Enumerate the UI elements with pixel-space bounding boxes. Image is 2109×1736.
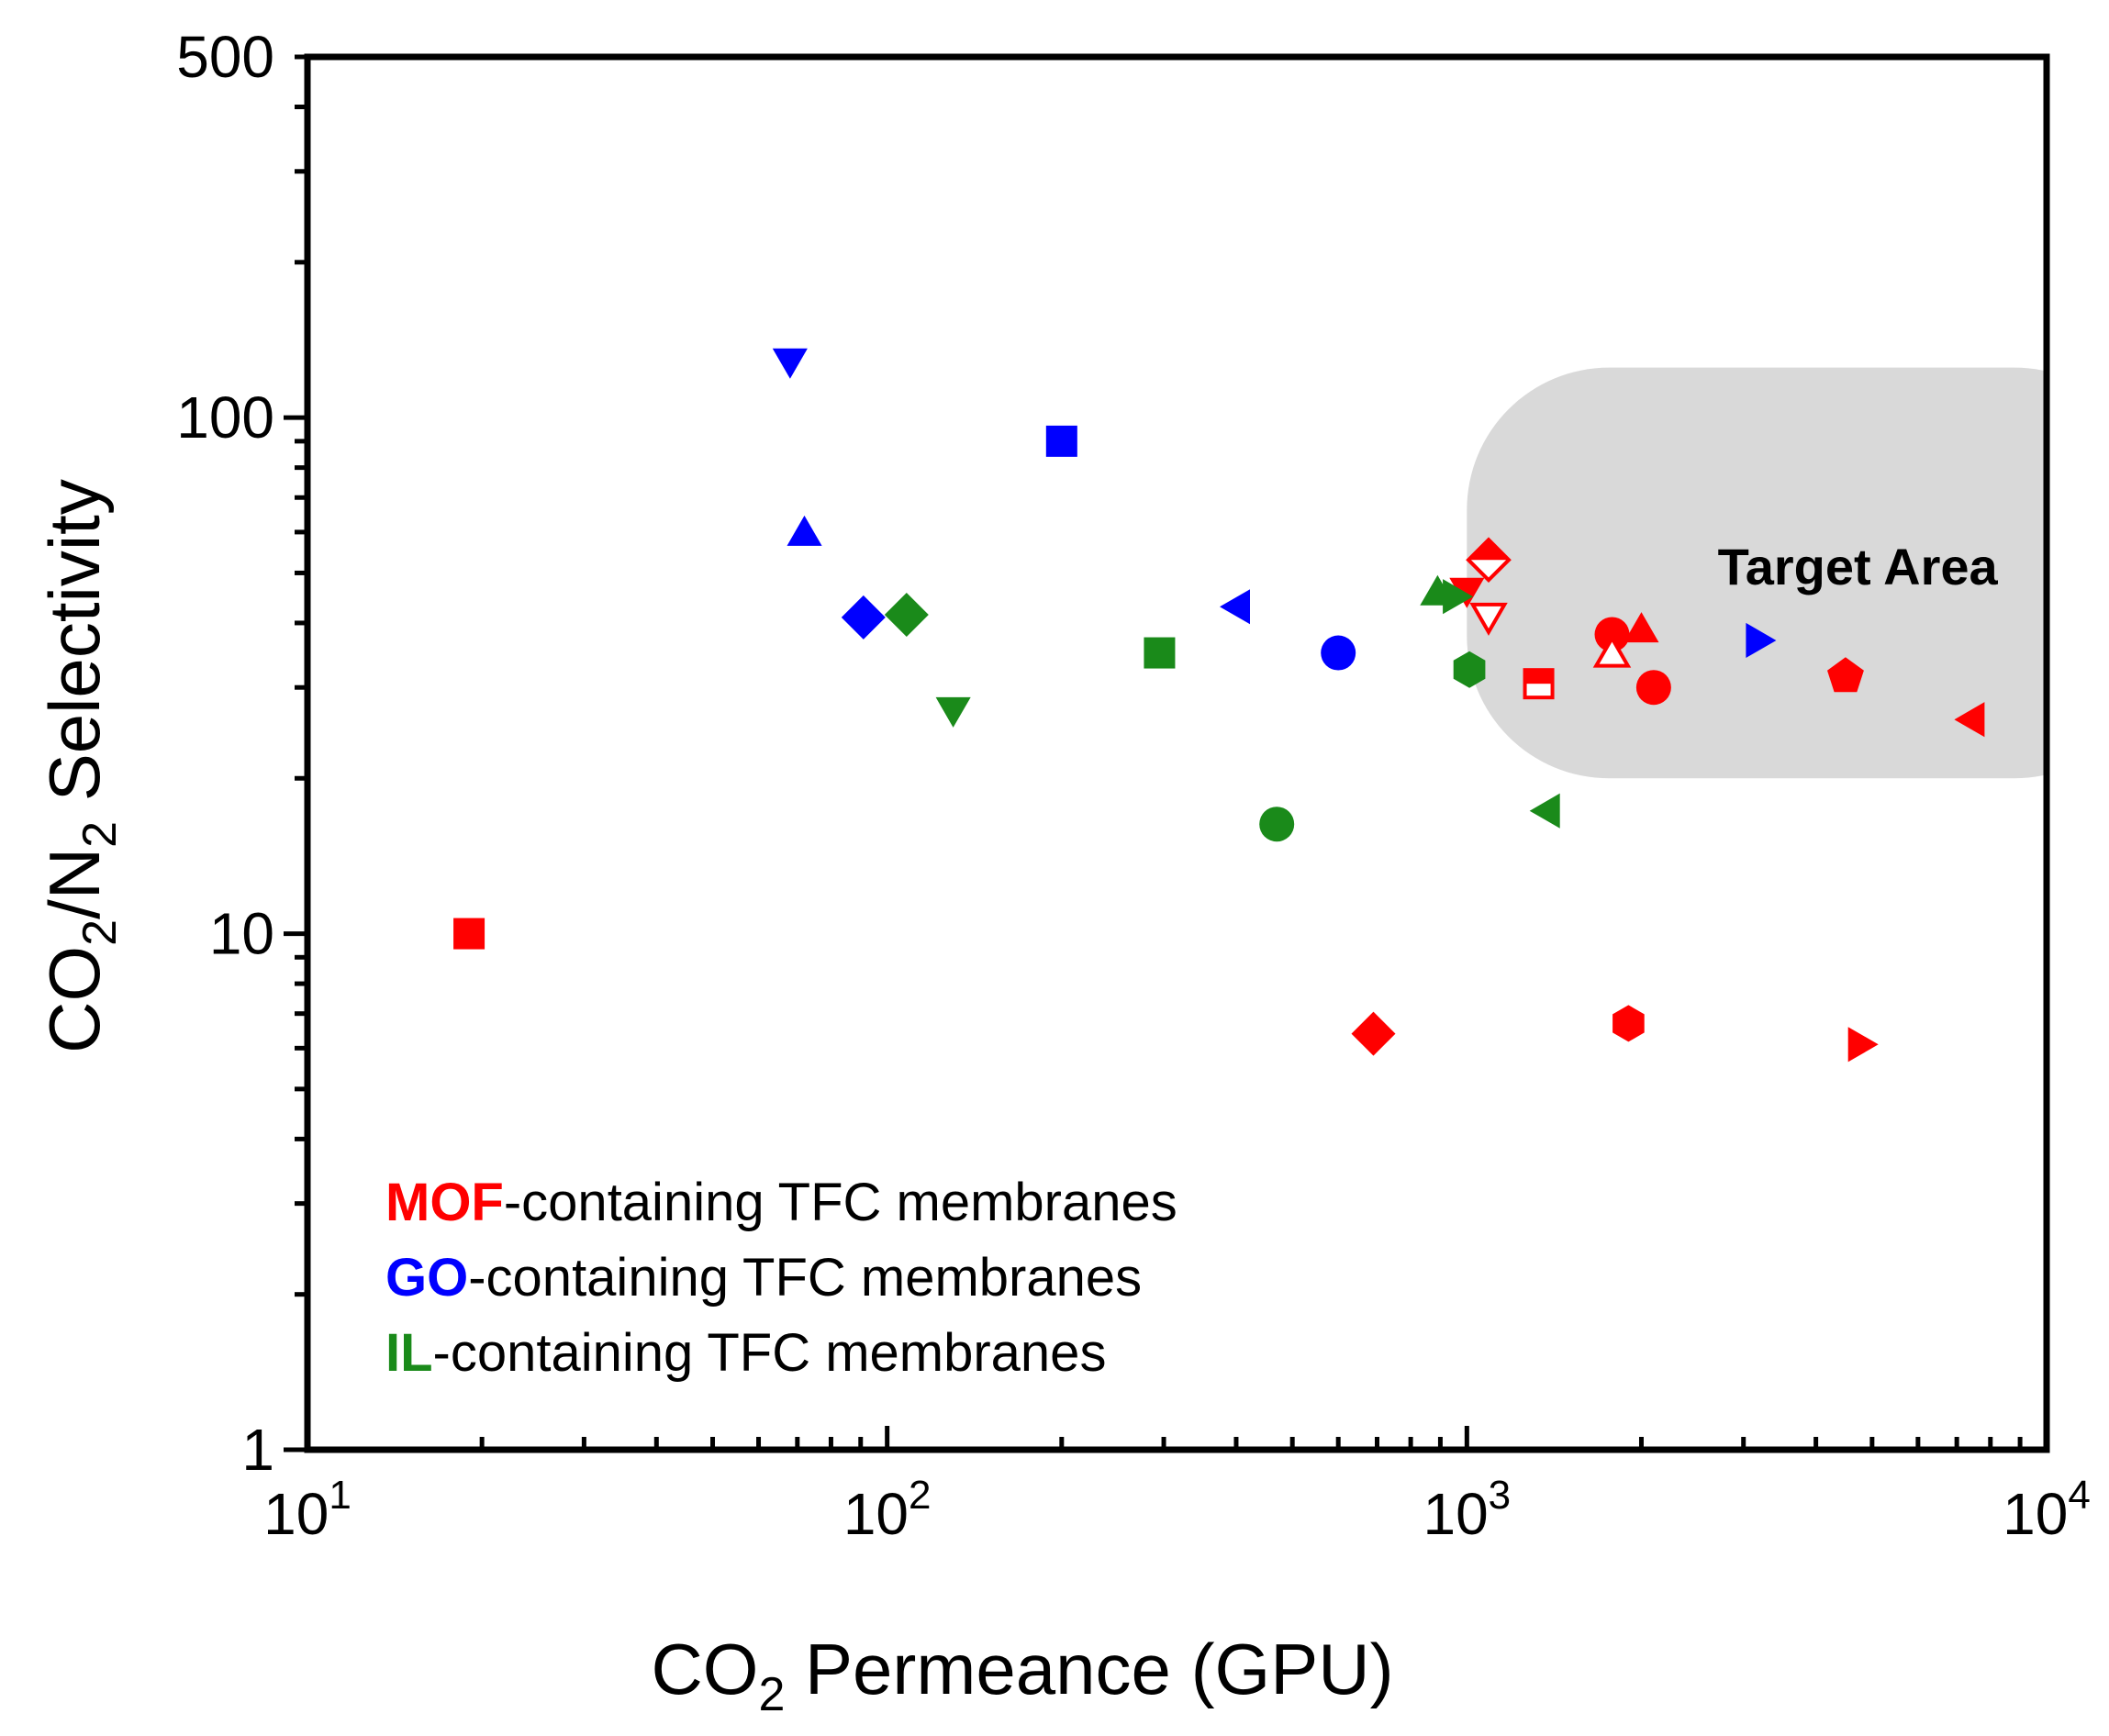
target-area — [1467, 367, 2047, 779]
x-tick-label-exp: 1 — [329, 1473, 351, 1518]
y-axis-title-p1: CO — [34, 946, 115, 1053]
x-axis-title-sub: 2 — [758, 1668, 785, 1721]
legend-entry-il: IL-containing TFC membranes — [385, 1323, 1106, 1383]
legend: MOF-containing TFC membranes GO-containi… — [385, 1173, 1177, 1383]
data-point-triangle-down — [935, 696, 971, 728]
y-axis-title-s1: 2 — [73, 919, 127, 946]
x-tick-label-base: 10 — [2003, 1481, 2068, 1547]
y-axis-title-p2: /N — [34, 848, 115, 919]
legend-text-mof: -containing TFC membranes — [504, 1173, 1177, 1232]
x-tick-label-base: 10 — [263, 1481, 329, 1547]
data-point-triangle-up — [1624, 612, 1659, 643]
y-tick-label: 1 — [241, 1417, 274, 1483]
data-points — [453, 348, 1985, 1063]
legend-entry-go: GO-containing TFC membranes — [385, 1248, 1142, 1308]
data-point-triangle-right — [1443, 579, 1474, 615]
y-tick-label: 500 — [176, 24, 274, 90]
data-point-circle — [1259, 807, 1295, 842]
data-point-triangle-down-open — [1469, 602, 1508, 636]
data-point-diamond — [884, 593, 929, 637]
data-point-diamond-half — [1466, 537, 1512, 584]
legend-key-il: IL — [385, 1323, 433, 1383]
data-point-triangle-right — [1847, 1027, 1879, 1063]
data-point-triangle-left — [1220, 589, 1250, 625]
x-tick-label-base: 10 — [843, 1481, 909, 1547]
data-point-diamond — [841, 595, 886, 640]
x-axis-title-base: CO — [651, 1629, 758, 1709]
data-point-triangle-left — [1954, 702, 1985, 738]
data-point-triangle-right — [1746, 622, 1777, 658]
legend-text-il: -containing TFC membranes — [433, 1323, 1107, 1383]
x-axis-title: CO2 Permeance (GPU) — [651, 1629, 1393, 1721]
x-tick-label: 102 — [843, 1473, 932, 1547]
x-tick-label-exp: 3 — [1489, 1473, 1511, 1518]
data-point-circle — [1321, 635, 1356, 671]
data-point-triangle-down — [772, 348, 808, 379]
target-area-label: Target Area — [1718, 538, 1999, 595]
x-tick-label: 103 — [1423, 1473, 1511, 1547]
data-point-diamond — [1351, 1011, 1396, 1056]
legend-key-mof: MOF — [385, 1173, 504, 1232]
data-point-square — [453, 918, 485, 950]
x-tick-label-exp: 2 — [909, 1473, 931, 1518]
plot-frame — [304, 53, 2050, 1453]
x-tick-label-base: 10 — [1423, 1481, 1488, 1547]
y-tick-label: 100 — [176, 384, 274, 451]
data-point-triangle-up-open — [1592, 634, 1632, 668]
x-axis-title-rest: Permeance (GPU) — [785, 1629, 1393, 1709]
y-axis-title: CO2/N2 Selectivity — [34, 479, 127, 1053]
data-point-square — [1144, 637, 1176, 669]
x-tick-label: 104 — [2003, 1473, 2091, 1547]
data-point-circle — [1594, 617, 1630, 652]
y-axis-title-p3: Selectivity — [34, 479, 115, 821]
data-point-square-half — [1523, 668, 1555, 700]
legend-text-go: -containing TFC membranes — [468, 1248, 1142, 1308]
legend-key-go: GO — [385, 1248, 468, 1308]
data-point-pentagon — [1827, 657, 1864, 693]
y-axis-title-s2: 2 — [73, 821, 127, 848]
data-point-hexagon — [1612, 1005, 1645, 1042]
legend-entry-mof: MOF-containing TFC membranes — [385, 1173, 1177, 1232]
x-tick-label-exp: 4 — [2068, 1473, 2090, 1518]
data-point-square — [1045, 425, 1077, 457]
x-tick-label: 101 — [263, 1473, 352, 1547]
data-point-triangle-left — [1529, 793, 1560, 829]
data-point-circle — [1635, 670, 1671, 706]
y-tick-label: 10 — [209, 901, 274, 967]
data-point-hexagon — [1453, 651, 1486, 688]
data-point-triangle-up — [787, 515, 822, 546]
